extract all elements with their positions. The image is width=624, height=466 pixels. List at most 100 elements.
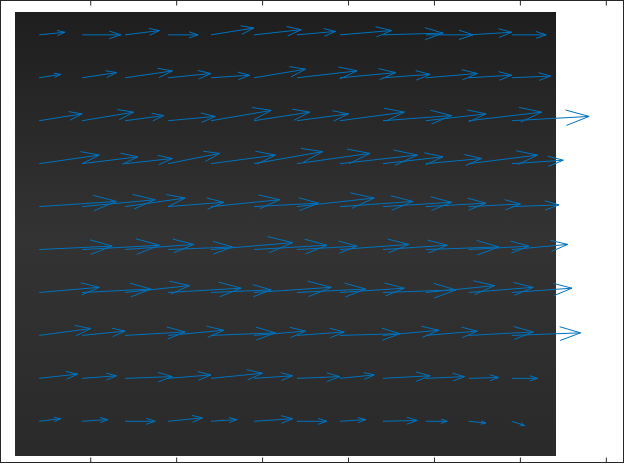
vector-arrow (383, 71, 430, 80)
vector-arrow (340, 373, 374, 380)
x-tick (176, 458, 177, 463)
vector-arrow (254, 27, 301, 36)
vector-arrow (254, 373, 293, 381)
vector-arrow (39, 283, 99, 295)
x-tick-top (90, 1, 91, 6)
vector-arrow (168, 151, 220, 163)
vector-arrow (512, 110, 589, 125)
vector-arrow (125, 372, 172, 381)
vector-arrow (512, 421, 525, 425)
vector-arrow (426, 240, 499, 255)
vector-arrow (82, 239, 159, 254)
vector-arrow (297, 193, 374, 208)
vector-arrow (297, 418, 327, 424)
vector-arrow (469, 327, 533, 340)
vector-arrow (512, 31, 546, 38)
vector-arrow (168, 32, 198, 38)
vector-arrow (168, 372, 211, 381)
vector-arrow (211, 26, 254, 35)
vector-arrow (211, 237, 293, 253)
x-tick-top (176, 1, 177, 6)
vector-arrow (125, 239, 194, 253)
vector-arrow (82, 283, 151, 297)
vector-arrow (82, 71, 116, 78)
x-tick (520, 458, 521, 463)
vector-arrow (82, 373, 116, 380)
vector-arrow (82, 328, 125, 337)
vector-arrow (297, 283, 366, 297)
vector-arrow (383, 28, 443, 40)
vector-arrow (469, 282, 533, 295)
vector-arrow (125, 327, 185, 339)
vector-arrow (469, 241, 529, 253)
vector-arrow (426, 70, 478, 80)
vector-arrow (168, 70, 211, 79)
x-tick-top (348, 1, 349, 6)
x-tick (434, 458, 435, 463)
vector-arrow (383, 417, 417, 424)
x-tick-top (262, 1, 263, 6)
vector-arrow (426, 154, 482, 165)
vector-arrow (297, 111, 349, 121)
vector-arrow (82, 194, 155, 209)
vector-arrow (426, 281, 495, 295)
vector-arrow (512, 376, 538, 381)
vector-arrow (82, 31, 121, 39)
vector-arrow (426, 419, 447, 423)
vector-arrow (125, 418, 155, 424)
vector-arrow (82, 110, 134, 121)
vector-arrow (254, 109, 310, 121)
vector-arrow (297, 328, 344, 337)
vector-arrow (469, 421, 486, 424)
vector-arrow (469, 200, 521, 210)
vector-arrow (254, 198, 318, 211)
x-tick-top (520, 1, 521, 6)
vector-arrow (426, 327, 478, 337)
vector-arrow (125, 155, 172, 164)
vector-arrow (297, 241, 357, 253)
vector-arrow (340, 27, 392, 37)
vector-arrow (469, 72, 512, 81)
vector-arrow (254, 281, 331, 296)
vectors (39, 26, 589, 426)
vector-arrow (297, 373, 340, 382)
x-tick (90, 458, 91, 463)
x-tick-top (434, 1, 435, 6)
vector-arrow (383, 240, 447, 253)
vector-arrow (383, 197, 452, 211)
vector-arrow (512, 156, 564, 166)
vector-arrow (383, 110, 452, 124)
vector-arrow (426, 198, 486, 210)
vector-arrow (211, 327, 275, 340)
vector-arrow (82, 418, 108, 423)
vector-arrow (512, 73, 551, 81)
vector-arrow (340, 239, 409, 253)
vector-arrow (168, 113, 215, 122)
vector-arrow (340, 418, 366, 423)
x-tick (262, 458, 263, 463)
vector-arrow (426, 373, 465, 381)
vector-arrow (340, 196, 413, 211)
vector-arrow (125, 113, 164, 121)
vector-arrow (168, 282, 241, 297)
vector-arrow (383, 372, 430, 381)
vector-arrow (211, 195, 280, 209)
x-tick-top (606, 1, 607, 6)
vector-arrow (211, 107, 271, 120)
x-tick (606, 458, 607, 463)
vector-arrow (254, 327, 306, 337)
vector-arrow (211, 151, 275, 164)
vector-arrow (125, 28, 159, 35)
vector-arrow (512, 240, 568, 251)
vector-arrow (211, 285, 271, 297)
vector-arrow (125, 195, 185, 207)
vector-arrow (254, 239, 327, 254)
vector-arrow (39, 371, 78, 379)
axes-frame (1, 1, 624, 463)
vector-arrow (125, 68, 172, 78)
vector-arrow (254, 67, 306, 78)
vector-arrow (39, 112, 82, 121)
chart (0, 0, 624, 466)
vector-arrow (512, 201, 559, 210)
vector-arrow (39, 417, 60, 421)
